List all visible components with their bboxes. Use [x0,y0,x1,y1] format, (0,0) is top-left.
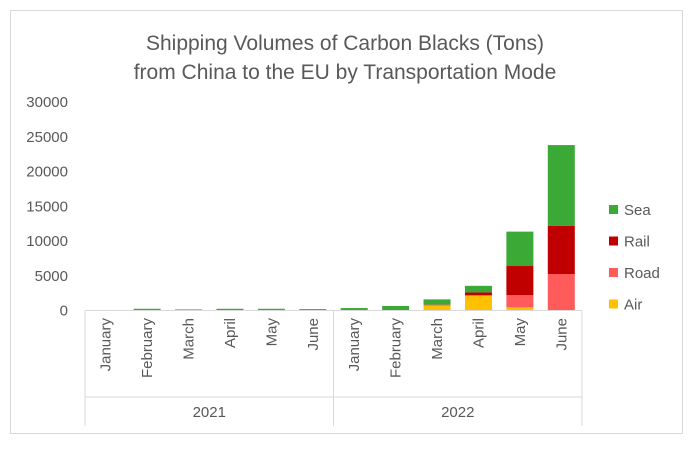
x-tick-label: June [305,318,322,351]
bar-segment-sea [506,231,534,267]
bar-segment-sea [133,308,161,311]
bar-segment-air [464,295,492,311]
bar-segment-sea [216,308,244,311]
legend-label-road: Road [624,265,660,282]
chart-title-line-2: from China to the EU by Transportation M… [134,61,557,84]
legend-label-air: Air [624,297,642,314]
y-tick-label: 10000 [26,233,68,250]
x-tick-label: February [388,318,405,379]
legend-swatch-air [609,299,618,309]
x-tick-label: May [263,318,280,347]
bar-segment-sea [464,285,492,293]
x-tick-label: May [512,318,529,347]
x-tick-label: January [98,318,115,372]
x-tick-label: June [553,318,570,351]
legend-label-rail: Rail [624,234,650,251]
chart-frame [10,10,683,434]
bar-segment-road [464,295,492,296]
y-tick-label: 20000 [26,164,68,181]
x-group-label: 2022 [441,404,474,421]
bar-segment-rail [464,292,492,296]
x-tick-label: April [222,318,239,348]
bar-segment-sea [257,308,285,311]
bar-segment-rail [547,225,575,275]
bar-segment-road [547,274,575,311]
x-tick-label: March [429,318,446,360]
bar-segment-road [423,304,451,306]
y-tick-label: 5000 [35,268,68,285]
bar-segment-sea [547,145,575,226]
y-tick-label: 0 [60,303,68,320]
legend-swatch-rail [609,236,618,246]
legend-swatch-road [609,268,618,277]
chart-title-line-1: Shipping Volumes of Carbon Blacks (Tons) [146,32,544,55]
bar-segment-road [506,295,534,308]
bar-segment-air [506,307,534,311]
legend-swatch-sea [609,205,618,214]
bar-segment-sea [423,299,451,305]
y-tick-label: 25000 [26,129,68,146]
x-tick-label: April [470,318,487,348]
x-tick-label: January [346,318,363,372]
y-tick-label: 15000 [26,198,68,215]
bar-segment-sea [382,305,410,311]
x-tick-label: March [181,318,198,360]
x-tick-label: February [139,318,156,379]
bar-segment-air [423,305,451,311]
bar-segment-sea [340,308,368,311]
bar-segment-sea [175,309,203,311]
y-tick-label: 30000 [26,94,68,111]
bar-segment-sea [299,309,327,311]
legend-label-sea: Sea [624,202,651,219]
bar-segment-rail [506,266,534,296]
x-group-label: 2021 [193,404,226,421]
